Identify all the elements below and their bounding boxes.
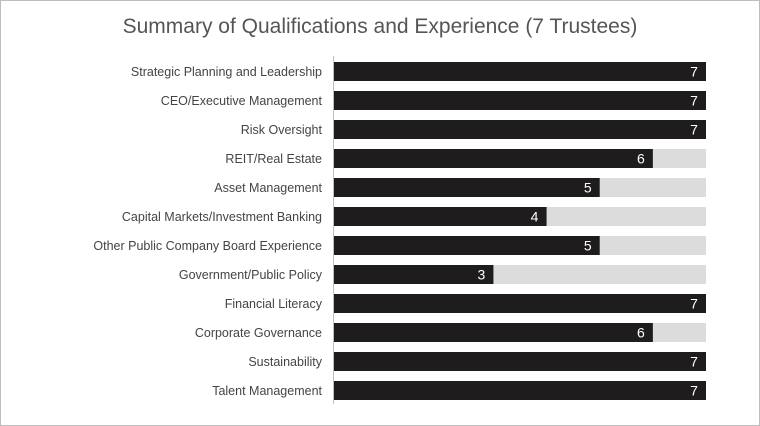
bar [334,265,494,284]
category-label: REIT/Real Estate [225,152,322,166]
bar [334,381,706,400]
bar [334,149,653,168]
category-label: Financial Literacy [225,297,323,311]
bar [334,323,653,342]
bar [334,178,600,197]
category-label: CEO/Executive Management [161,94,323,108]
category-label: Talent Management [212,384,322,398]
data-label: 7 [690,296,698,312]
data-label: 5 [584,238,592,254]
bar [334,294,706,313]
category-label: Risk Oversight [241,123,323,137]
bar [334,236,600,255]
category-label: Government/Public Policy [179,268,323,282]
category-label: Asset Management [214,181,322,195]
bar [334,91,706,110]
data-label: 6 [637,325,645,341]
bar [334,62,706,81]
data-label: 4 [531,209,539,225]
category-label: Other Public Company Board Experience [93,239,322,253]
data-label: 3 [478,267,486,283]
data-label: 5 [584,180,592,196]
data-label: 7 [690,354,698,370]
data-label: 7 [690,93,698,109]
bar [334,207,547,226]
category-label: Strategic Planning and Leadership [131,65,322,79]
chart-title: Summary of Qualifications and Experience… [122,15,638,38]
category-label: Capital Markets/Investment Banking [122,210,322,224]
category-label: Sustainability [248,355,322,369]
data-label: 7 [690,122,698,138]
bar [334,352,706,371]
data-label: 7 [690,383,698,399]
bar [334,120,706,139]
data-label: 7 [690,64,698,80]
data-label: 6 [637,151,645,167]
category-label: Corporate Governance [195,326,322,340]
